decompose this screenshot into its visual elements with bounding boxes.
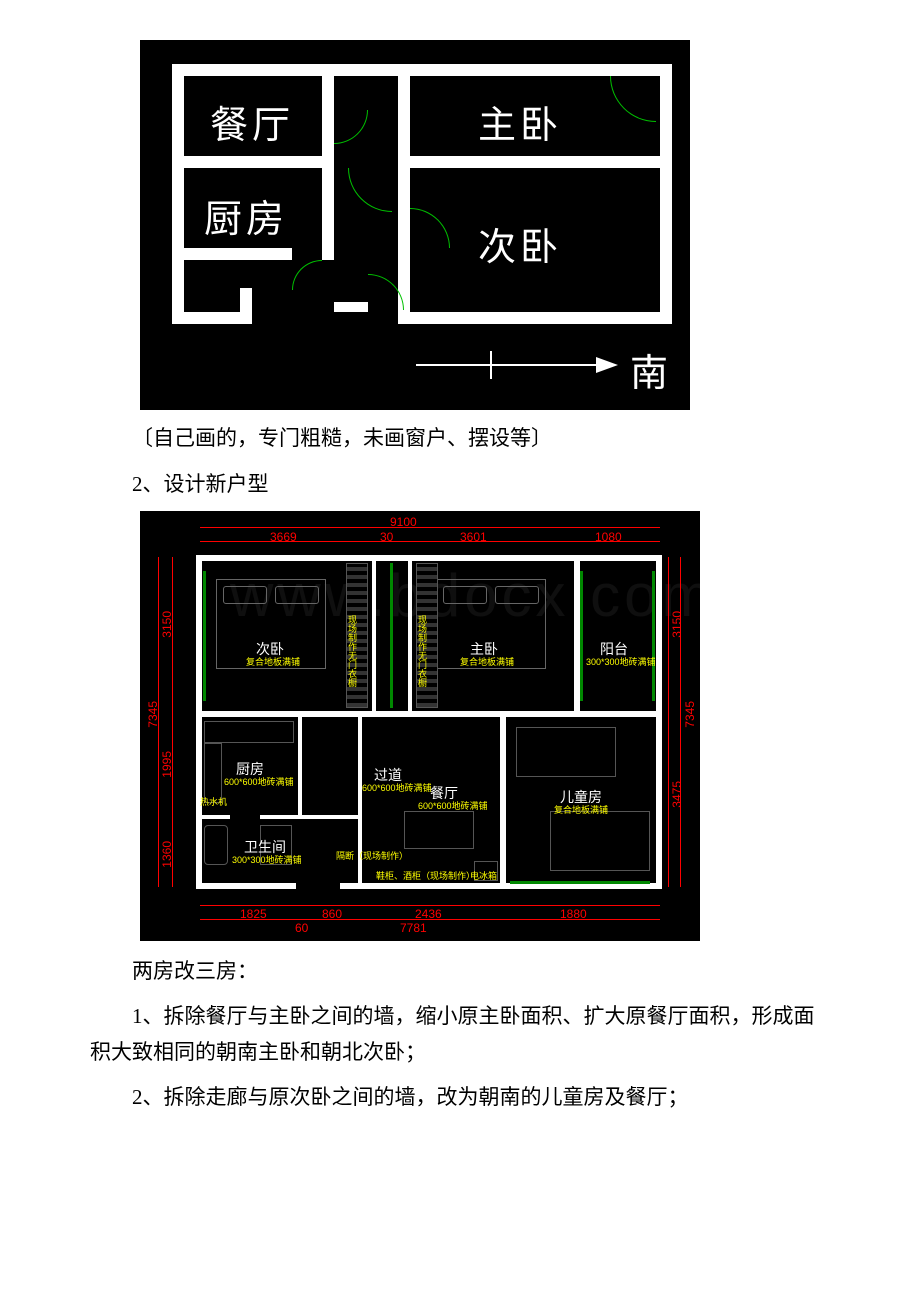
south-arrow-cross — [490, 351, 492, 379]
sub-dining: 600*600地砖满铺 — [418, 799, 488, 812]
room-label-second: 次卧 — [478, 216, 562, 271]
dim-left-b: 1995 — [160, 751, 174, 778]
wall — [298, 815, 362, 819]
heading-new-design: 2、设计新户型 — [90, 466, 830, 503]
kitchen-counter — [204, 743, 222, 803]
wall — [196, 555, 202, 889]
dim-line — [200, 527, 660, 528]
anno-wardrobe-r: 现场制作无门衣橱 — [416, 601, 429, 701]
sub-kitchen: 600*600地砖满铺 — [224, 775, 294, 788]
dim-top-b: 30 — [380, 530, 393, 544]
south-arrow-line — [416, 364, 596, 366]
room-label-dining: 餐厅 — [210, 94, 294, 149]
dim-top-c: 3601 — [460, 530, 487, 544]
anno-partition: 隔断（现场制作） — [336, 849, 408, 862]
dim-line — [200, 919, 660, 920]
dim-line — [680, 557, 681, 887]
direction-label: 南 — [630, 342, 668, 397]
wall — [172, 64, 672, 76]
sub-kids: 复合地板满铺 — [554, 803, 608, 816]
wall — [196, 711, 662, 717]
dim-line — [200, 905, 660, 906]
sub-corridor: 600*600地砖满铺 — [362, 781, 432, 794]
door — [334, 110, 368, 144]
dim-left-total: 7345 — [146, 701, 160, 728]
dim-right-total: 7345 — [683, 701, 697, 728]
wall — [372, 555, 376, 715]
anno-fridge: 电冰箱 — [470, 869, 497, 882]
dim-right-b: 3475 — [670, 781, 684, 808]
wall — [408, 555, 412, 715]
south-arrow-head — [596, 357, 618, 373]
dim-line — [172, 557, 173, 887]
door — [348, 168, 392, 212]
wall — [196, 555, 662, 561]
anno-wardrobe-l: 现场制作无门衣橱 — [346, 601, 359, 701]
dim-bot-total: 7781 — [400, 921, 427, 935]
sub-balcony: 300*300地砖满铺 — [586, 655, 656, 668]
toilet — [204, 825, 228, 865]
wall — [398, 64, 410, 169]
wall — [334, 302, 368, 312]
wall — [500, 717, 506, 887]
wall — [172, 156, 322, 168]
kitchen-counter — [204, 721, 294, 743]
door — [610, 76, 656, 122]
dim-line — [200, 541, 660, 542]
window — [652, 571, 655, 701]
wall — [398, 156, 672, 168]
sub-bath: 300*300地砖满铺 — [232, 853, 302, 866]
wall — [398, 312, 672, 324]
wall — [172, 312, 240, 324]
wall — [172, 64, 184, 324]
point2: 2、拆除走廊与原次卧之间的墙，改为朝南的儿童房及餐厅； — [90, 1079, 830, 1116]
dim-top-a: 3669 — [270, 530, 297, 544]
wall — [660, 64, 672, 324]
bed-kids — [550, 811, 650, 871]
dim-left-c: 1360 — [160, 841, 174, 868]
sub-second: 复合地板满铺 — [246, 655, 300, 668]
room-label-kitchen: 厨房 — [204, 188, 288, 243]
floorplan-redesign: www.bdocx.com 9100 3669 30 3601 1080 734… — [140, 511, 700, 941]
wall — [322, 248, 334, 260]
desk — [516, 727, 616, 777]
wall — [172, 248, 292, 260]
wall — [656, 555, 662, 889]
window — [510, 881, 650, 884]
wall — [322, 64, 334, 259]
anno-water: 热水机 — [200, 795, 227, 808]
floorplan-original: 餐厅 主卧 厨房 次卧 南 — [140, 40, 690, 410]
wall — [196, 815, 230, 819]
dim-top-d: 1080 — [595, 530, 622, 544]
door — [292, 260, 322, 290]
figure1-caption: 〔自己画的，专门粗糙，未画窗户、摆设等〕 — [90, 422, 830, 452]
window — [203, 571, 206, 701]
room-label-master: 主卧 — [478, 94, 562, 149]
dim-line — [668, 557, 669, 887]
wall — [196, 883, 296, 889]
subtitle: 两房改三房： — [90, 953, 830, 990]
dim-right-a: 3150 — [670, 611, 684, 638]
window — [390, 563, 393, 708]
wall — [260, 815, 300, 819]
anno-cabinet: 鞋柜、酒柜（现场制作） — [376, 869, 475, 882]
wall — [240, 288, 252, 324]
dim-top-total: 9100 — [390, 515, 417, 529]
dim-left-a: 3150 — [160, 611, 174, 638]
sub-master: 复合地板满铺 — [460, 655, 514, 668]
point1: 1、拆除餐厅与主卧之间的墙，缩小原主卧面积、扩大原餐厅面积，形成面积大致相同的朝… — [90, 998, 830, 1072]
dim-bot-gap: 60 — [295, 921, 308, 935]
dining-table — [404, 811, 474, 849]
door — [410, 208, 450, 248]
window — [580, 571, 583, 701]
wall — [298, 717, 302, 817]
